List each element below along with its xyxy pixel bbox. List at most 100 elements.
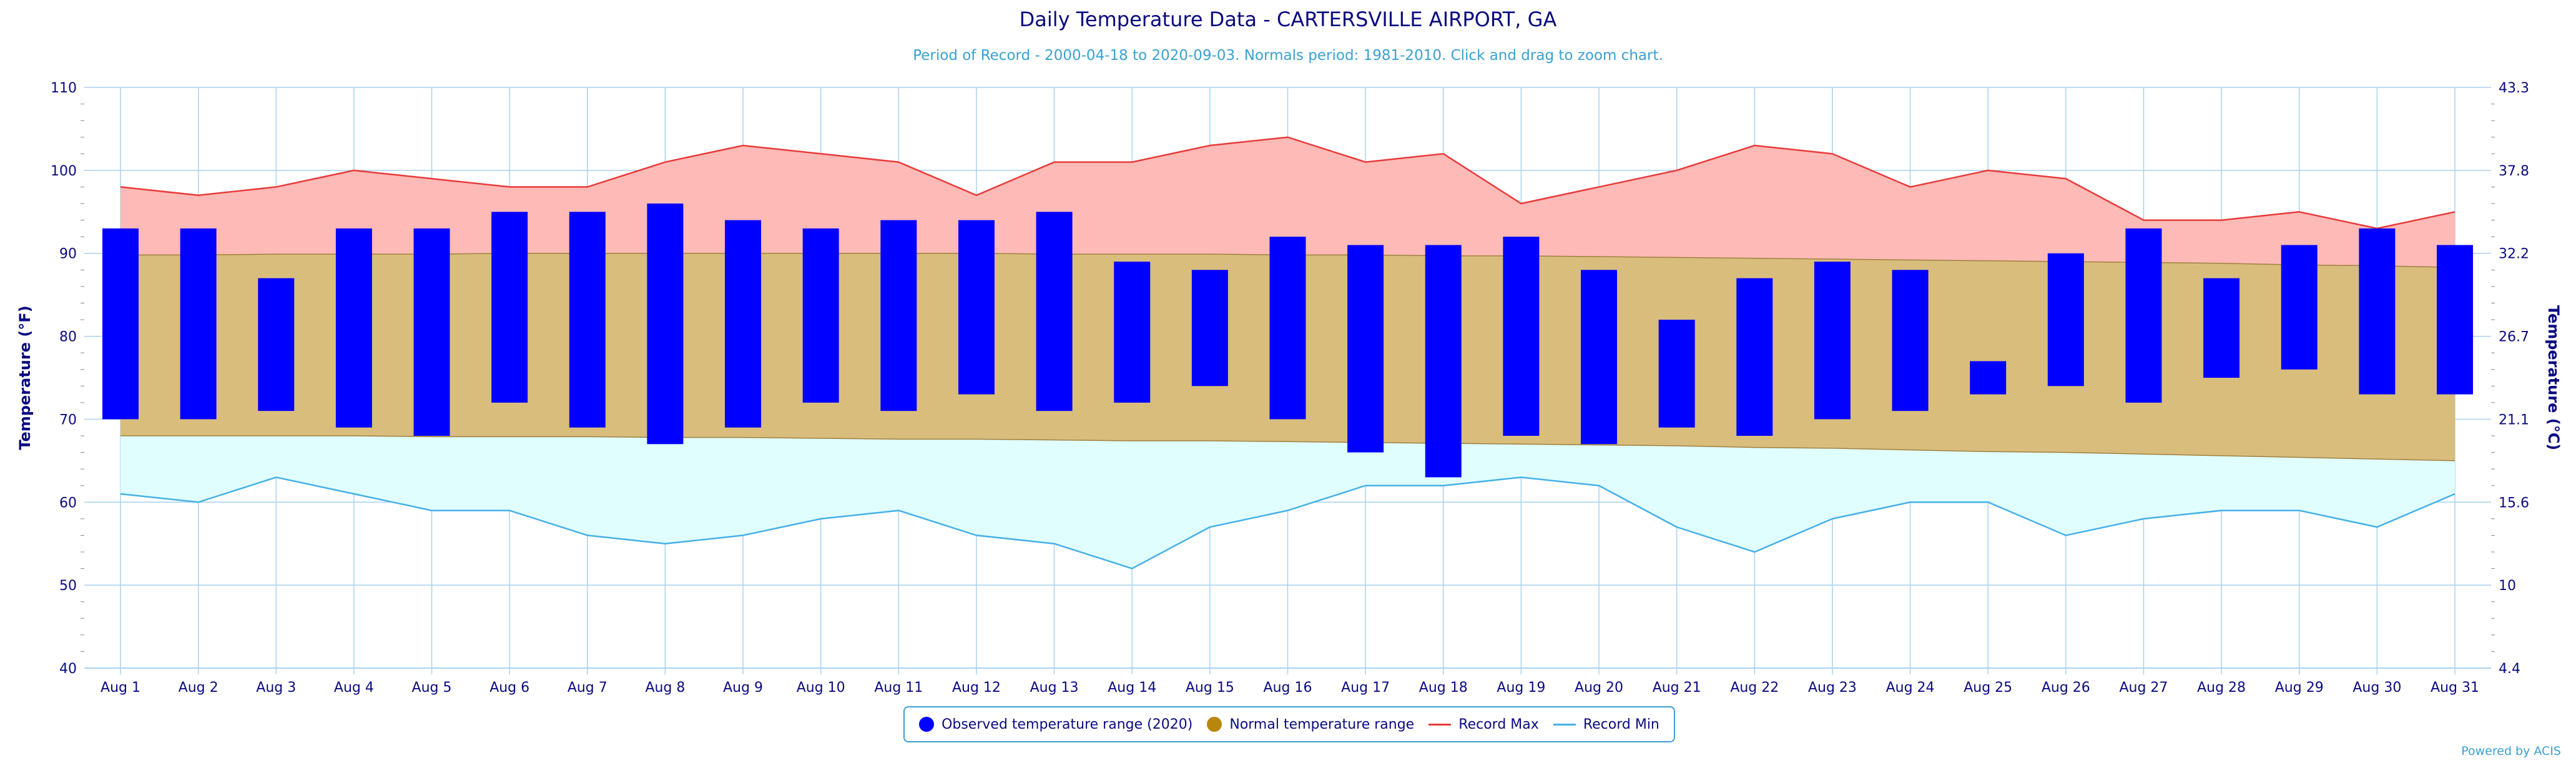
normal-low-line	[120, 435, 2456, 461]
y-axis-title-right: Temperature (°C)	[2545, 305, 2562, 451]
observed-range-bar	[802, 228, 839, 403]
observed-range-bar	[1036, 212, 1073, 411]
x-tick-label: Aug 17	[1341, 680, 1390, 696]
y-tick-label-right: 37.8	[2499, 164, 2529, 179]
x-tick-label: Aug 28	[2197, 680, 2246, 696]
x-tick-label: Aug 13	[1030, 680, 1079, 696]
x-tick-label: Aug 29	[2275, 680, 2324, 696]
y-tick-label: 50	[59, 578, 77, 594]
observed-range-bar	[413, 228, 450, 436]
observed-range-bar	[1658, 320, 1695, 428]
observed-range-bar	[1581, 270, 1618, 445]
observed-range-bar	[2047, 253, 2084, 386]
observed-range-bar	[1814, 262, 1851, 420]
observed-range-bar	[1347, 245, 1384, 453]
x-tick-label: Aug 15	[1186, 680, 1234, 696]
legend-label-record-min: Record Min	[1583, 716, 1659, 732]
legend-item-record-max[interactable]: Record Max	[1428, 717, 1539, 732]
y-tick-label-right: 10	[2499, 578, 2516, 594]
observed-range-bar	[1114, 262, 1151, 403]
x-tick-label: Aug 27	[2119, 680, 2168, 696]
record-max-area	[120, 137, 2455, 268]
record-max-line	[120, 136, 2456, 230]
observed-range-bar	[180, 228, 217, 420]
legend-label-observed: Observed temperature range (2020)	[941, 716, 1193, 732]
x-tick-label: Aug 9	[723, 680, 763, 696]
observed-range-bar	[647, 204, 684, 445]
observed-range-bar	[102, 228, 139, 420]
x-tick-label: Aug 21	[1653, 680, 1701, 696]
observed-range-bar	[335, 228, 372, 428]
legend-swatch-record-min	[1553, 723, 1576, 726]
powered-by-credit[interactable]: Powered by ACIS	[2461, 744, 2561, 758]
x-tick-label: Aug 10	[797, 680, 845, 696]
y-tick-label: 110	[51, 81, 77, 96]
legend-label-normal: Normal temperature range	[1229, 716, 1415, 732]
legend-label-record-max: Record Max	[1458, 716, 1539, 732]
x-tick-label: Aug 23	[1808, 680, 1857, 696]
x-tick-label: Aug 6	[489, 680, 529, 696]
observed-range-bar	[491, 212, 528, 403]
axis-layer: 40 4.4 50 10 60 15.6 70 21.1 80 26.7 90 32.2 100 37.8…	[16, 81, 2562, 696]
y-tick-label: 40	[59, 661, 77, 677]
x-tick-label: Aug 26	[2042, 680, 2090, 696]
record-min-area	[120, 436, 2455, 569]
observed-range-bar	[880, 220, 917, 411]
legend-item-record-min[interactable]: Record Min	[1553, 717, 1659, 732]
y-tick-label-right: 26.7	[2499, 330, 2529, 345]
x-tick-label: Aug 18	[1419, 680, 1468, 696]
x-tick-label: Aug 3	[256, 680, 296, 696]
x-tick-label: Aug 1	[101, 680, 140, 696]
x-tick-label: Aug 20	[1575, 680, 1623, 696]
observed-range-bar	[2125, 228, 2162, 403]
observed-range-bar	[1892, 270, 1929, 411]
x-tick-label: Aug 30	[2352, 680, 2401, 696]
y-tick-label-right: 32.2	[2499, 247, 2529, 262]
observed-range-bar	[1503, 237, 1540, 436]
legend: Observed temperature range (2020) Normal…	[903, 706, 1675, 742]
observed-range-bar	[1736, 278, 1773, 436]
observed-range-bar	[1970, 361, 2007, 395]
y-tick-label: 70	[59, 412, 77, 428]
x-tick-label: Aug 5	[412, 680, 452, 696]
x-tick-label: Aug 8	[645, 680, 685, 696]
y-tick-label: 80	[59, 330, 77, 345]
x-tick-label: Aug 14	[1108, 680, 1156, 696]
x-tick-label: Aug 11	[874, 680, 923, 696]
observed-range-bar	[2437, 245, 2473, 395]
legend-swatch-observed	[919, 717, 935, 732]
x-tick-label: Aug 4	[334, 680, 374, 696]
legend-swatch-normal	[1207, 717, 1222, 732]
bar-layer	[102, 204, 2473, 478]
legend-item-normal[interactable]: Normal temperature range	[1207, 717, 1414, 732]
observed-range-bar	[2359, 228, 2396, 395]
chart-subtitle: Period of Record - 2000-04-18 to 2020-09…	[913, 47, 1663, 64]
x-tick-label: Aug 19	[1497, 680, 1545, 696]
x-tick-label: Aug 22	[1730, 680, 1779, 696]
y-tick-label-right: 4.4	[2499, 661, 2520, 677]
observed-range-bar	[258, 278, 295, 411]
x-tick-label: Aug 12	[952, 680, 1001, 696]
x-tick-label: Aug 16	[1264, 680, 1312, 696]
x-tick-label: Aug 7	[568, 680, 607, 696]
x-tick-label: Aug 31	[2431, 680, 2479, 696]
y-tick-label-right: 15.6	[2499, 495, 2529, 511]
observed-range-bar	[569, 212, 606, 428]
y-axis-title: Temperature (°F)	[16, 305, 34, 450]
observed-range-bar	[958, 220, 995, 395]
legend-item-observed[interactable]: Observed temperature range (2020)	[919, 717, 1192, 732]
observed-range-bar	[1269, 237, 1306, 420]
observed-range-bar	[2281, 245, 2318, 370]
record-min-line	[120, 476, 2456, 569]
observed-range-bar	[2203, 278, 2240, 378]
x-tick-label: Aug 2	[179, 680, 219, 696]
legend-swatch-record-max	[1428, 723, 1452, 726]
y-tick-label: 90	[59, 247, 77, 262]
y-tick-label: 60	[59, 495, 77, 511]
chart-title: Daily Temperature Data - CARTERSVILLE AI…	[1019, 7, 1557, 31]
y-tick-label-right: 43.3	[2499, 81, 2529, 96]
observed-range-bar	[1425, 245, 1462, 478]
x-tick-label: Aug 25	[1964, 680, 2012, 696]
